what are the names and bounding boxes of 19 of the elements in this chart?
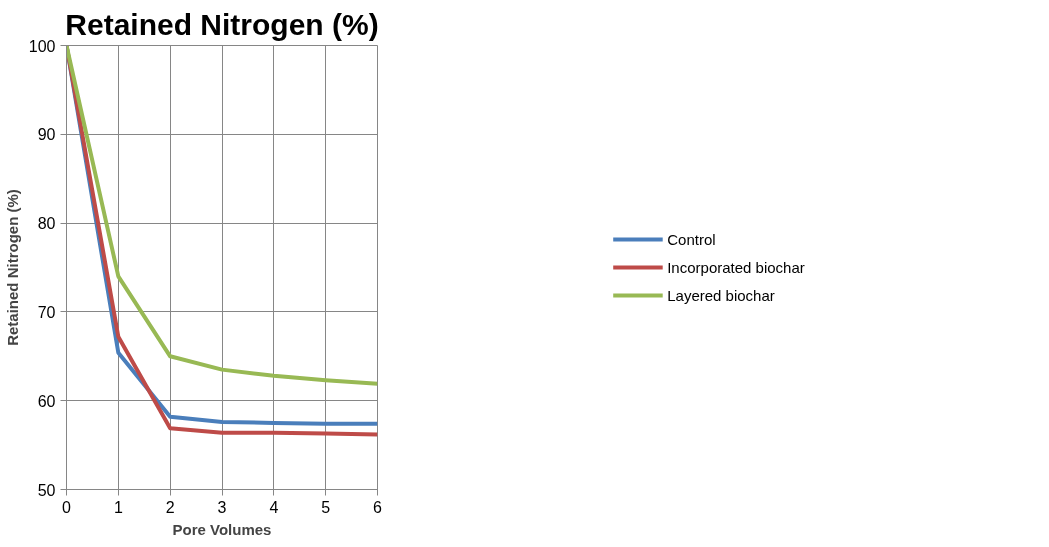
y-tick-label: 90 bbox=[37, 126, 56, 144]
legend-label: Incorporated biochar bbox=[667, 258, 805, 276]
x-axis-title: Pore Volumes bbox=[172, 520, 272, 538]
y-tick-label: 60 bbox=[37, 392, 56, 410]
legend-label: Control bbox=[667, 230, 716, 248]
y-tick-label: 50 bbox=[37, 481, 56, 499]
y-tick-label: 100 bbox=[28, 37, 56, 55]
y-axis-title: Retained Nitrogen (%) bbox=[3, 189, 21, 346]
x-tick-label: 3 bbox=[217, 498, 227, 516]
y-tick-label: 70 bbox=[37, 303, 56, 321]
x-tick-label: 6 bbox=[373, 498, 383, 516]
y-tick-label: 80 bbox=[37, 215, 56, 233]
legend-label: Layered biochar bbox=[667, 286, 775, 304]
x-tick-label: 0 bbox=[62, 498, 72, 516]
x-tick-label: 2 bbox=[165, 498, 175, 516]
x-tick-label: 5 bbox=[321, 498, 331, 516]
chart-title: Retained Nitrogen (%) bbox=[65, 7, 379, 41]
x-tick-label: 1 bbox=[113, 498, 123, 516]
x-tick-label: 4 bbox=[269, 498, 279, 516]
